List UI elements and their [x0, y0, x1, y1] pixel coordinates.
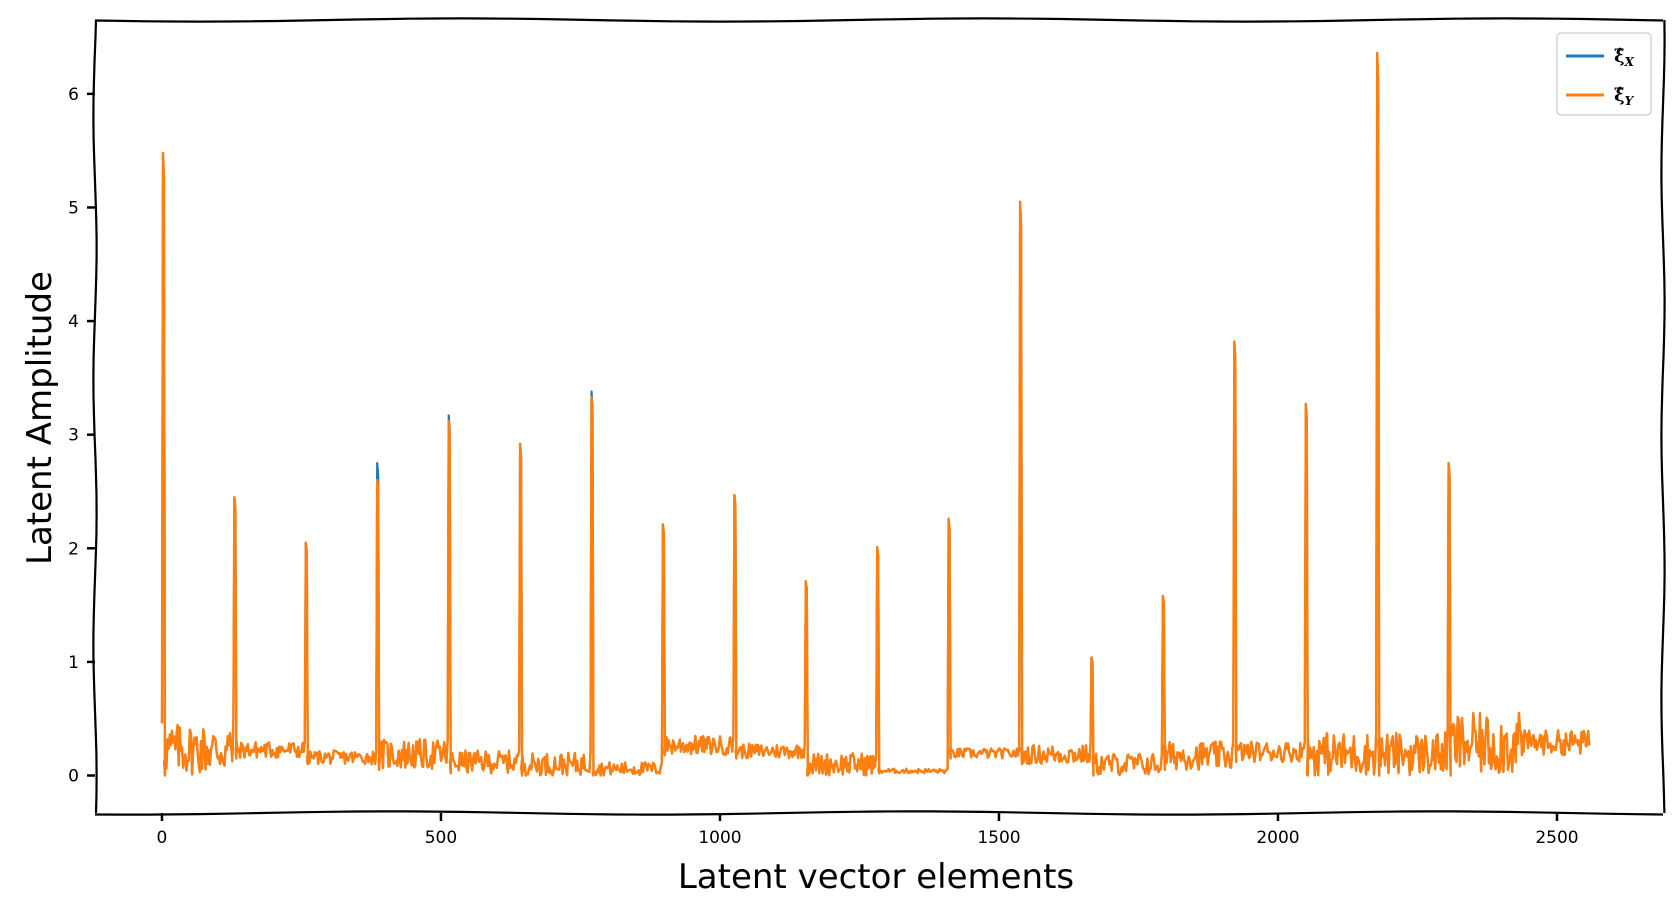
legend: ξ̂X ξ̂Y — [1556, 32, 1652, 116]
series-layer — [160, 51, 1591, 777]
y-tick-label: 6 — [68, 85, 79, 105]
y-tick-label: 0 — [68, 767, 79, 787]
y-tick-label: 5 — [68, 198, 79, 218]
legend-box — [1556, 32, 1652, 116]
x-tick-label: 2000 — [1256, 828, 1299, 848]
plot-frame — [92, 17, 1666, 816]
y-tick-label: 3 — [68, 426, 79, 446]
x-tick-label: 1000 — [698, 828, 741, 848]
x-tick-label: 500 — [425, 828, 457, 848]
axes-frame — [92, 17, 1666, 816]
y-tick-label: 2 — [68, 539, 79, 559]
x-axis-label: Latent vector elements — [678, 857, 1074, 897]
legend-label-x: ξ̂X — [1614, 46, 1635, 69]
x-tick-label: 2500 — [1535, 828, 1578, 848]
y-tick-label: 1 — [68, 653, 79, 673]
y-ticks: 0 1 2 3 4 5 6 — [68, 85, 95, 787]
y-axis-label: Latent Amplitude — [20, 271, 60, 565]
y-tick-label: 4 — [68, 312, 79, 332]
x-tick-label: 1500 — [977, 828, 1020, 848]
x-tick-label: 0 — [157, 828, 168, 848]
x-ticks: 0 500 1000 1500 2000 2500 — [157, 813, 1579, 848]
series-line-y — [160, 51, 1591, 777]
legend-label-y: ξ̂Y — [1614, 85, 1635, 108]
